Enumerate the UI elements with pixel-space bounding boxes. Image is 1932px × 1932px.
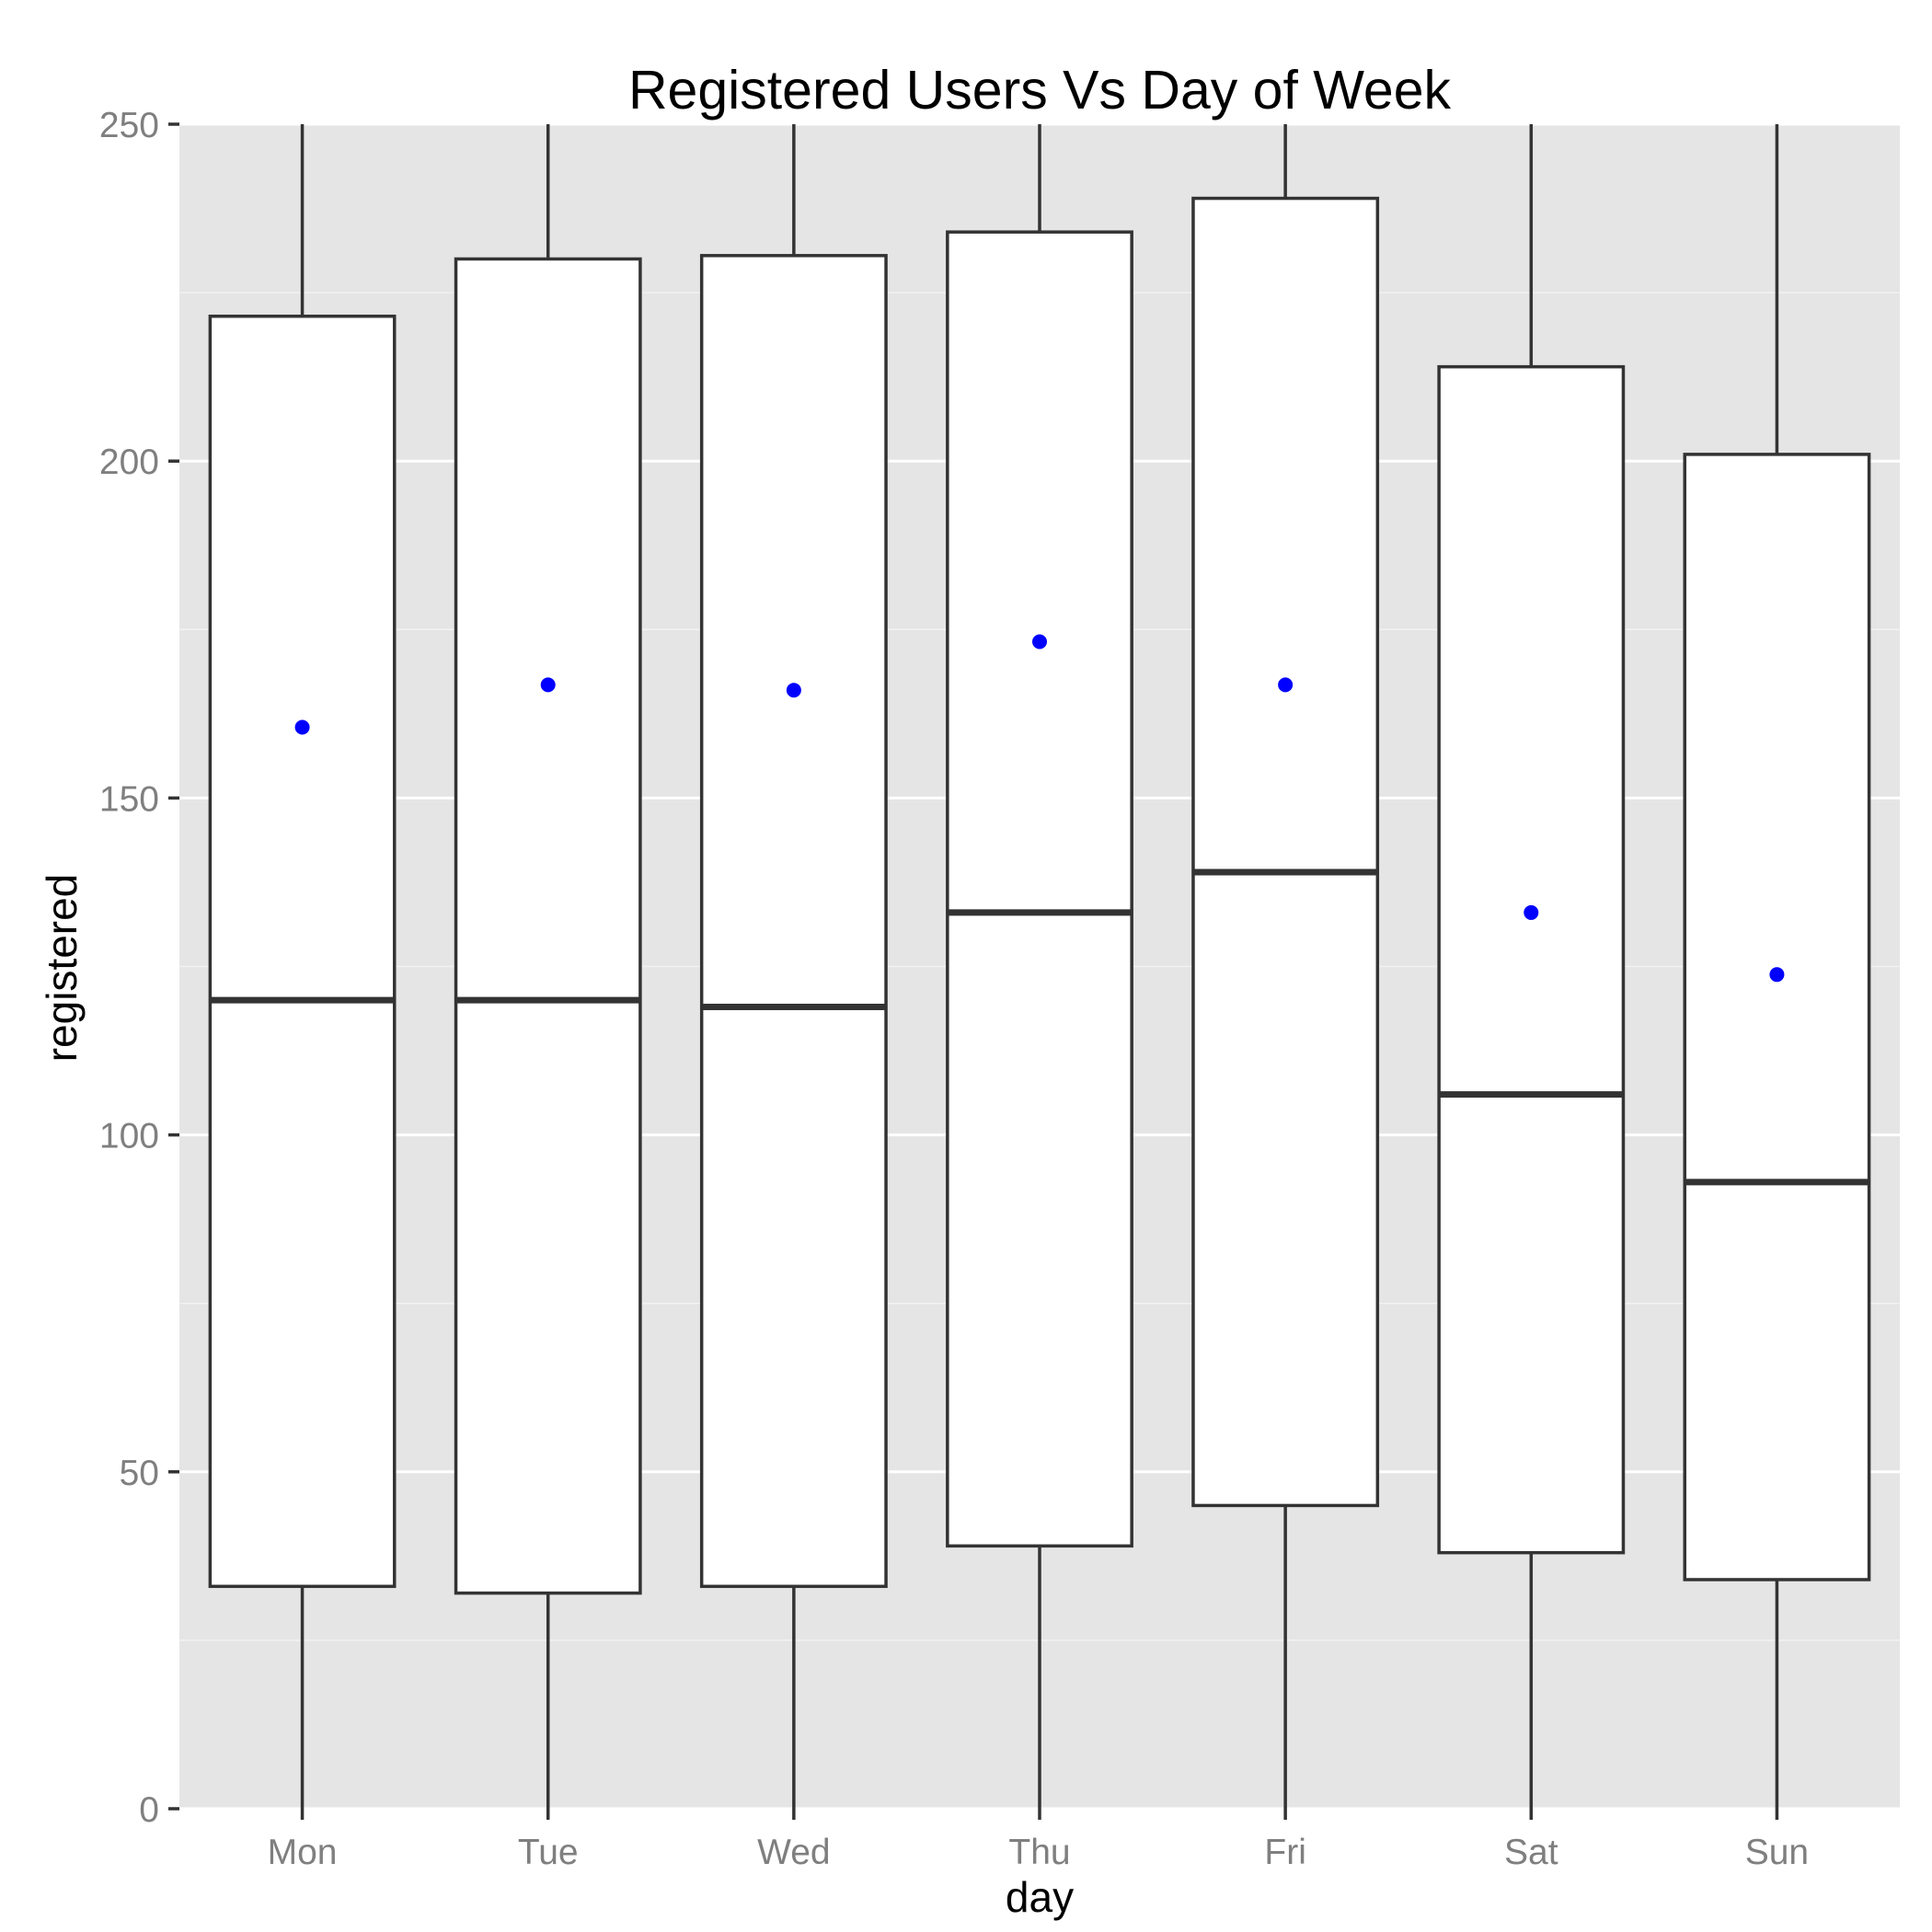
box-sat — [1437, 124, 1626, 1809]
x-axis: Mon Tue Wed Thu Fri Sat Sun — [268, 1809, 1809, 1872]
x-tick-label: Thu — [1008, 1833, 1070, 1872]
mean-point — [786, 683, 801, 698]
y-tick-label: 100 — [99, 1117, 159, 1156]
mean-point — [1278, 677, 1294, 693]
x-tick-label: Fri — [1264, 1833, 1305, 1872]
box-sun — [1683, 124, 1871, 1809]
y-tick-label: 200 — [99, 443, 159, 482]
box-body — [1437, 364, 1626, 1555]
x-tick-label: Sun — [1745, 1833, 1809, 1872]
y-tick-label: 250 — [99, 106, 159, 145]
x-axis-title: day — [1006, 1873, 1074, 1921]
box-body — [699, 254, 888, 1589]
box-fri — [1191, 124, 1380, 1809]
mean-point — [1524, 904, 1539, 920]
x-tick-label: Mon — [268, 1833, 338, 1872]
box-body — [946, 230, 1133, 1548]
box-body — [1191, 196, 1380, 1508]
mean-point — [1769, 967, 1785, 983]
x-tick-label: Sat — [1504, 1833, 1558, 1872]
box-tue — [454, 124, 642, 1809]
x-tick-label: Wed — [757, 1833, 831, 1872]
mean-point — [540, 677, 556, 693]
boxes — [208, 124, 1871, 1809]
box-mon — [208, 124, 397, 1809]
mean-points — [294, 634, 1785, 983]
mean-point — [1032, 634, 1047, 650]
y-axis-title: registered — [38, 874, 86, 1063]
x-tick-label: Tue — [518, 1833, 579, 1872]
box-wed — [699, 124, 888, 1809]
mean-point — [294, 719, 310, 735]
y-tick-label: 50 — [120, 1454, 159, 1493]
box-body — [454, 257, 642, 1595]
y-tick-label: 0 — [139, 1790, 159, 1830]
box-thu — [946, 124, 1133, 1809]
y-tick-label: 150 — [99, 779, 159, 819]
y-axis: 0 50 100 150 200 250 — [99, 106, 179, 1830]
box-body — [208, 314, 397, 1589]
box-body — [1683, 453, 1871, 1581]
chart-title: Registered Users Vs Day of Week — [628, 60, 1452, 121]
